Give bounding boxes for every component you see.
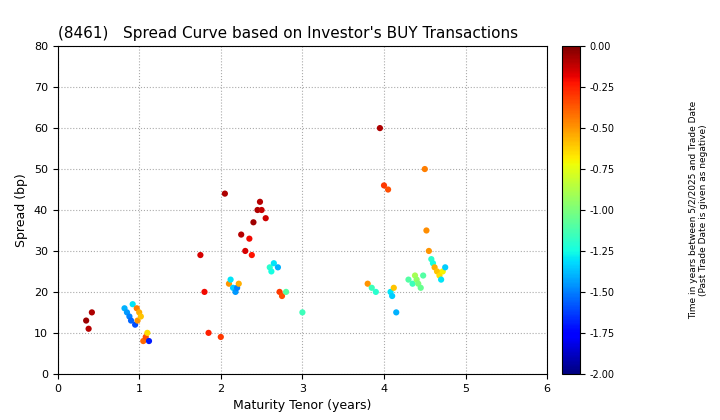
Point [121,309,132,316]
Point [276,293,288,299]
Point [199,289,210,295]
Point [387,293,398,299]
Point [415,284,426,291]
Point [272,264,284,270]
Point [436,276,447,283]
Point [388,284,400,291]
Point [138,338,149,344]
Point [219,190,230,197]
Point [382,186,394,193]
Point [419,165,431,172]
Point [203,329,215,336]
Text: (8461)   Spread Curve based on Investor's BUY Transactions: (8461) Spread Curve based on Investor's … [58,26,518,41]
Point [254,198,266,205]
Point [125,317,137,324]
Point [429,264,441,270]
Point [297,309,308,316]
Point [418,272,429,279]
Point [133,309,145,316]
Point [132,317,143,324]
Point [402,276,414,283]
Point [223,281,235,287]
Point [384,289,396,295]
Point [426,256,437,262]
Point [81,317,92,324]
Point [274,289,285,295]
Point [423,247,435,254]
Point [378,182,390,189]
Y-axis label: Spread (bp): Spread (bp) [15,173,28,247]
Point [243,235,255,242]
Point [370,289,382,295]
Point [362,281,374,287]
Point [407,281,418,287]
Point [280,289,292,295]
Point [140,333,151,340]
Point [194,252,206,258]
Point [233,281,245,287]
Point [231,284,243,291]
Point [124,313,135,320]
Point [252,207,264,213]
Point [256,207,267,213]
Point [246,252,258,258]
Point [215,333,227,340]
Point [230,289,241,295]
Point [235,231,247,238]
Point [437,268,449,275]
Point [411,276,423,283]
Point [131,305,143,312]
Point [86,309,98,316]
Point [225,276,236,283]
Point [433,272,445,279]
Point [268,260,279,267]
Point [130,321,141,328]
Point [431,268,443,275]
Point [427,260,438,267]
Point [83,326,94,332]
Point [413,281,424,287]
Point [260,215,271,222]
Point [390,309,402,316]
Point [366,284,377,291]
Point [266,268,277,275]
X-axis label: Maturity Tenor (years): Maturity Tenor (years) [233,399,372,412]
Point [248,219,259,226]
Point [439,264,451,270]
Point [142,329,153,336]
Point [127,301,138,307]
Point [143,338,155,344]
Point [420,227,432,234]
Text: Time in years between 5/2/2025 and Trade Date
(Past Trade Date is given as negat: Time in years between 5/2/2025 and Trade… [689,101,708,319]
Point [135,313,147,320]
Point [264,264,276,270]
Point [374,125,386,131]
Point [240,247,251,254]
Point [228,284,239,291]
Point [119,305,130,312]
Point [409,272,420,279]
